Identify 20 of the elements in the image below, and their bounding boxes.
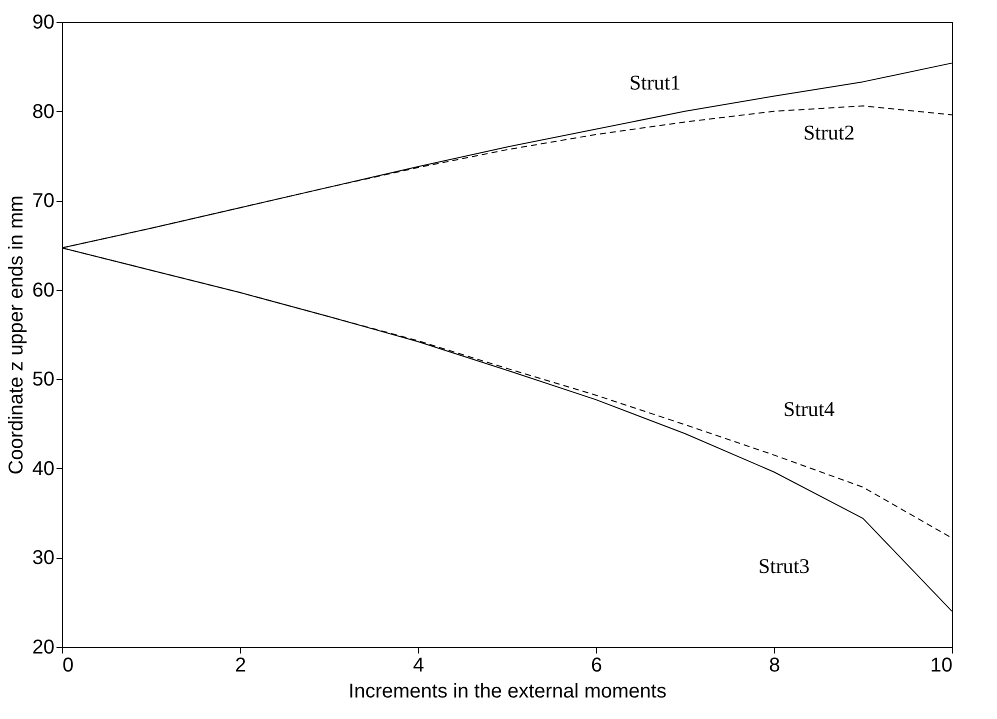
y-tick-label: 70: [32, 190, 54, 212]
x-tick-label: 4: [412, 654, 424, 676]
x-tick-label: 8: [768, 654, 780, 676]
x-tick-label: 0: [62, 654, 74, 676]
y-tick-label: 30: [32, 547, 54, 570]
y-tick-label: 50: [32, 368, 54, 391]
y-tick-label: 20: [32, 636, 54, 658]
y-tick-label: 60: [32, 279, 54, 302]
y-axis-title: Coordinate z upper ends in mm: [5, 195, 28, 475]
series-label: Strut2: [803, 120, 855, 144]
series-label: Strut1: [629, 70, 681, 94]
x-tick-label: 10: [930, 654, 952, 676]
y-tick-label: 40: [32, 458, 54, 480]
y-tick-label: 80: [32, 100, 54, 123]
x-tick-label: 6: [590, 654, 602, 676]
x-tick-label: 2: [234, 654, 246, 676]
series-label: Strut4: [783, 397, 836, 422]
x-axis-title: Increments in the external moments: [348, 680, 666, 702]
y-tick-label: 90: [32, 12, 54, 34]
text: Strut3: [758, 554, 810, 578]
